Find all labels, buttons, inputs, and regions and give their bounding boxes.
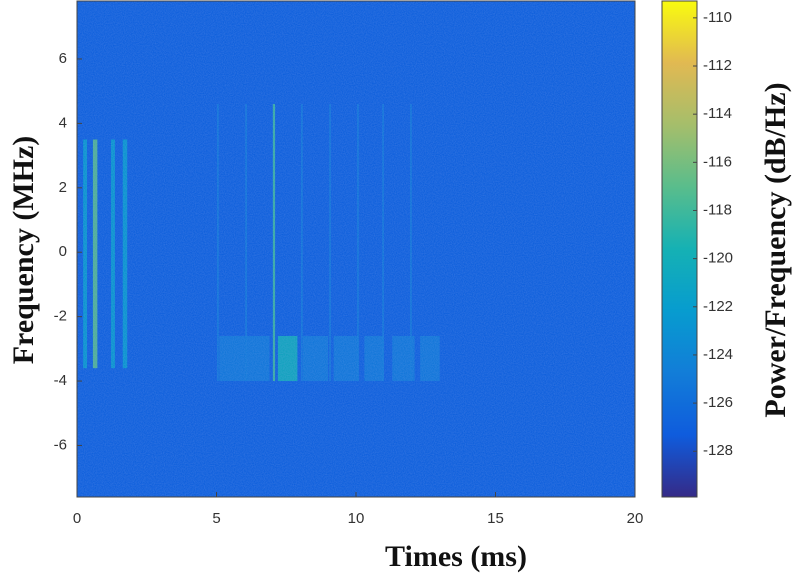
x-tick-label: 5: [212, 510, 220, 527]
colorbar-tick-label: -128: [703, 442, 733, 459]
y-tick-label: 2: [59, 179, 67, 196]
colorbar-tick-label: -116: [703, 153, 732, 170]
noise-texture: [77, 1, 635, 497]
y-tick-label: -4: [54, 372, 67, 389]
colorbar-tick-label: -126: [703, 394, 733, 411]
y-tick-label: 0: [59, 243, 67, 260]
colorbar-tick-label: -114: [703, 105, 732, 122]
x-tick-label: 0: [73, 510, 81, 527]
colorbar-tick-label: -118: [703, 201, 732, 218]
y-tick-label: 4: [59, 114, 67, 131]
colorbar-tick-label: -122: [703, 298, 733, 315]
x-tick-label: 20: [627, 510, 644, 527]
x-tick-label: 10: [348, 510, 365, 527]
y-tick-label: -6: [54, 436, 67, 453]
colorbar-tick-label: -110: [703, 9, 732, 26]
x-axis-label: Times (ms): [385, 540, 527, 573]
colorbar-tick-label: -120: [703, 250, 733, 267]
colorbar: [661, 0, 698, 498]
colorbar-label: Power/Frequency (dB/Hz): [759, 82, 792, 417]
y-tick-label: 6: [59, 50, 67, 67]
y-tick-label: -2: [54, 308, 67, 325]
colorbar-tick-label: -124: [703, 346, 733, 363]
y-axis-label: Frequency (MHz): [7, 136, 40, 365]
x-tick-label: 15: [487, 510, 504, 527]
colorbar-tick-label: -112: [703, 57, 732, 74]
